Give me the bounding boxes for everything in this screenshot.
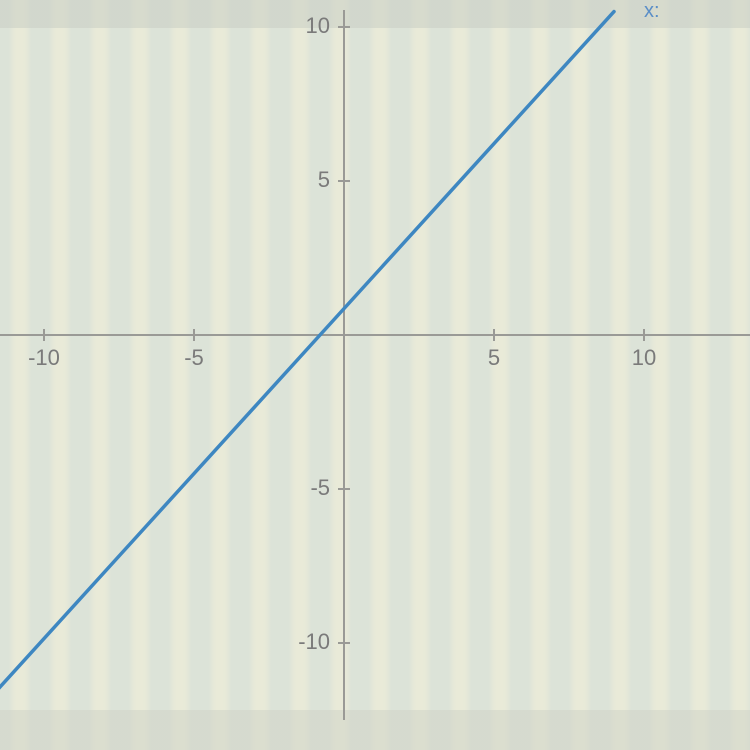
- x-tick-label: -5: [184, 345, 204, 370]
- y-tick-label: 5: [318, 167, 330, 192]
- series-line: [0, 12, 614, 705]
- chart-svg: -10 -5 5 10 -10 -5 5 10 x:: [0, 0, 750, 750]
- y-tick-label: -10: [298, 629, 330, 654]
- x-tick-label: 10: [632, 345, 656, 370]
- x-tick-label: 5: [488, 345, 500, 370]
- y-tick-label: 10: [306, 13, 330, 38]
- line-chart: -10 -5 5 10 -10 -5 5 10 x:: [0, 0, 750, 750]
- y-tick-label: -5: [310, 475, 330, 500]
- x-tick-label: -10: [28, 345, 60, 370]
- series-label: x:: [644, 0, 660, 22]
